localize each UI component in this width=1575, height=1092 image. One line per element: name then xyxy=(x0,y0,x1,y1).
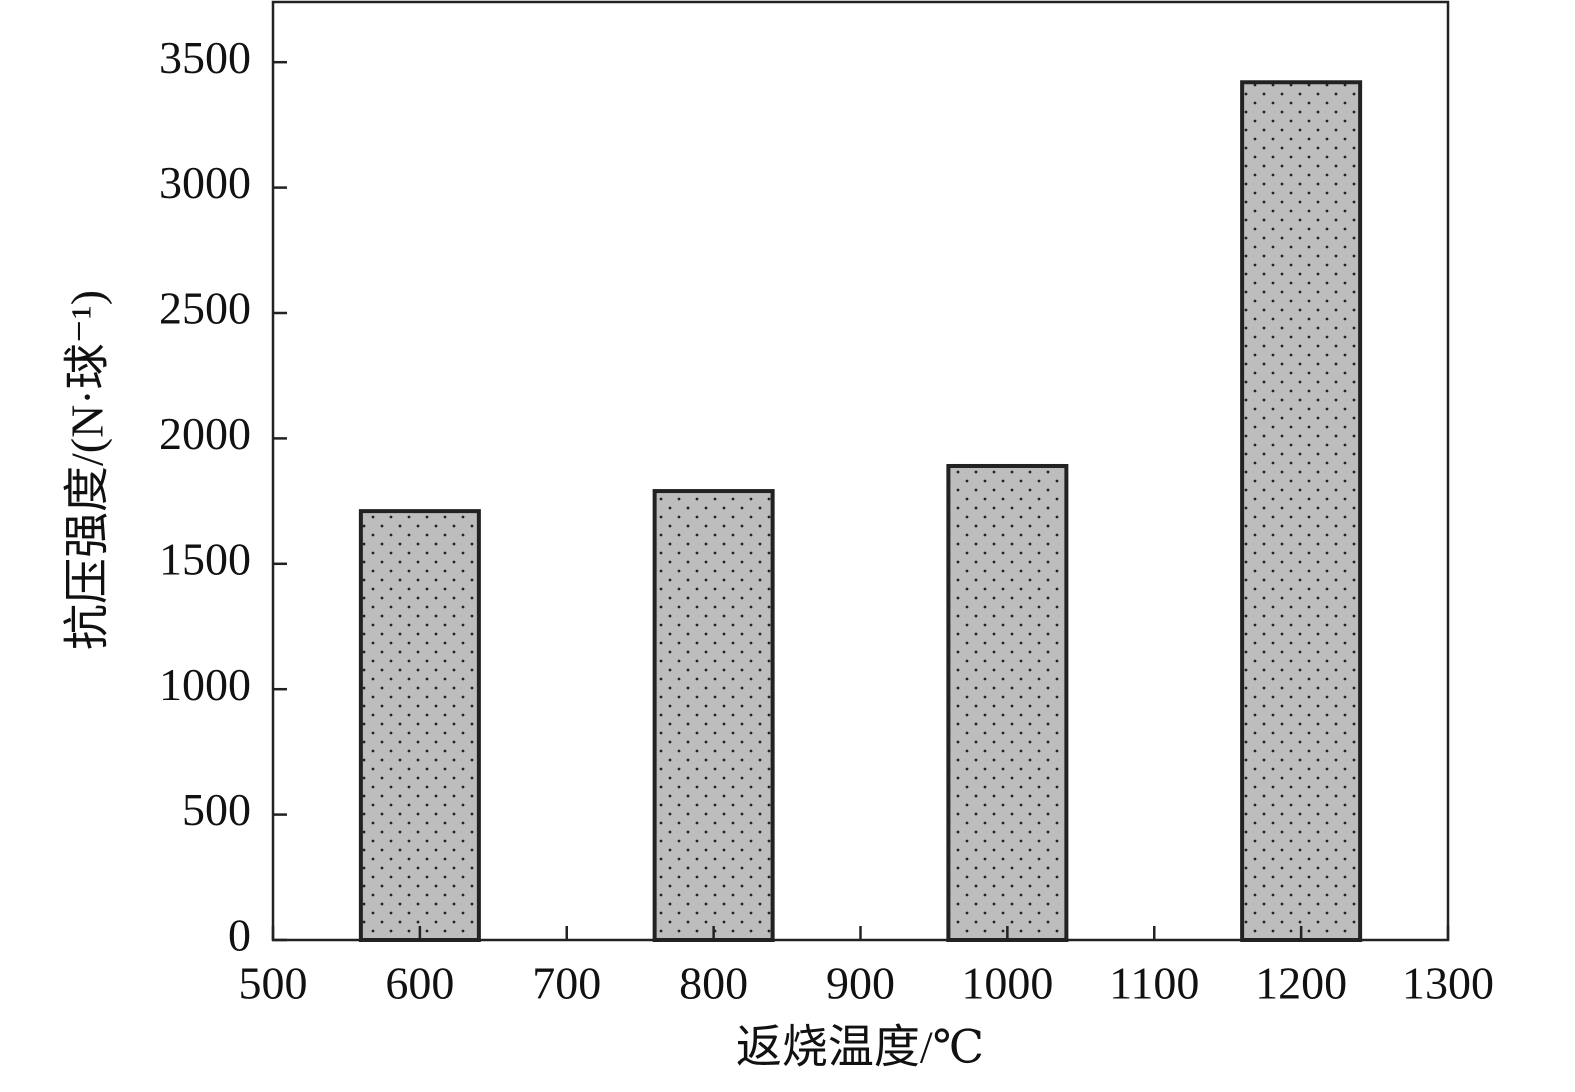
plot-frame xyxy=(271,0,1450,942)
x-tick-label: 800 xyxy=(679,958,748,1009)
y-tick-label: 1500 xyxy=(159,533,251,584)
bar-pattern xyxy=(946,463,1069,942)
bar-pattern xyxy=(1240,80,1363,942)
y-tick-label: 2500 xyxy=(159,283,251,334)
x-tick-label: 600 xyxy=(385,958,454,1009)
y-tick-label: 3000 xyxy=(159,157,251,208)
y-tick-label: 2000 xyxy=(159,408,251,459)
x-tick-label: 900 xyxy=(826,958,895,1009)
x-tick-label: 1300 xyxy=(1402,958,1494,1009)
y-tick-label: 1000 xyxy=(159,659,251,710)
x-tick-label: 1100 xyxy=(1109,958,1199,1009)
x-axis-label: 返烧温度/℃ xyxy=(736,1022,984,1073)
bar-pattern xyxy=(358,509,481,942)
y-axis-label: 抗压强度/(N·球⁻¹) xyxy=(62,290,113,650)
x-tick-label: 1000 xyxy=(961,958,1053,1009)
x-tick-label: 1200 xyxy=(1255,958,1347,1009)
y-tick-label: 3500 xyxy=(159,32,251,83)
bar-pattern xyxy=(652,489,775,942)
x-tick-label: 500 xyxy=(239,958,308,1009)
y-tick-label: 500 xyxy=(182,784,251,835)
x-tick-label: 700 xyxy=(532,958,601,1009)
y-tick-label: 0 xyxy=(228,910,251,961)
